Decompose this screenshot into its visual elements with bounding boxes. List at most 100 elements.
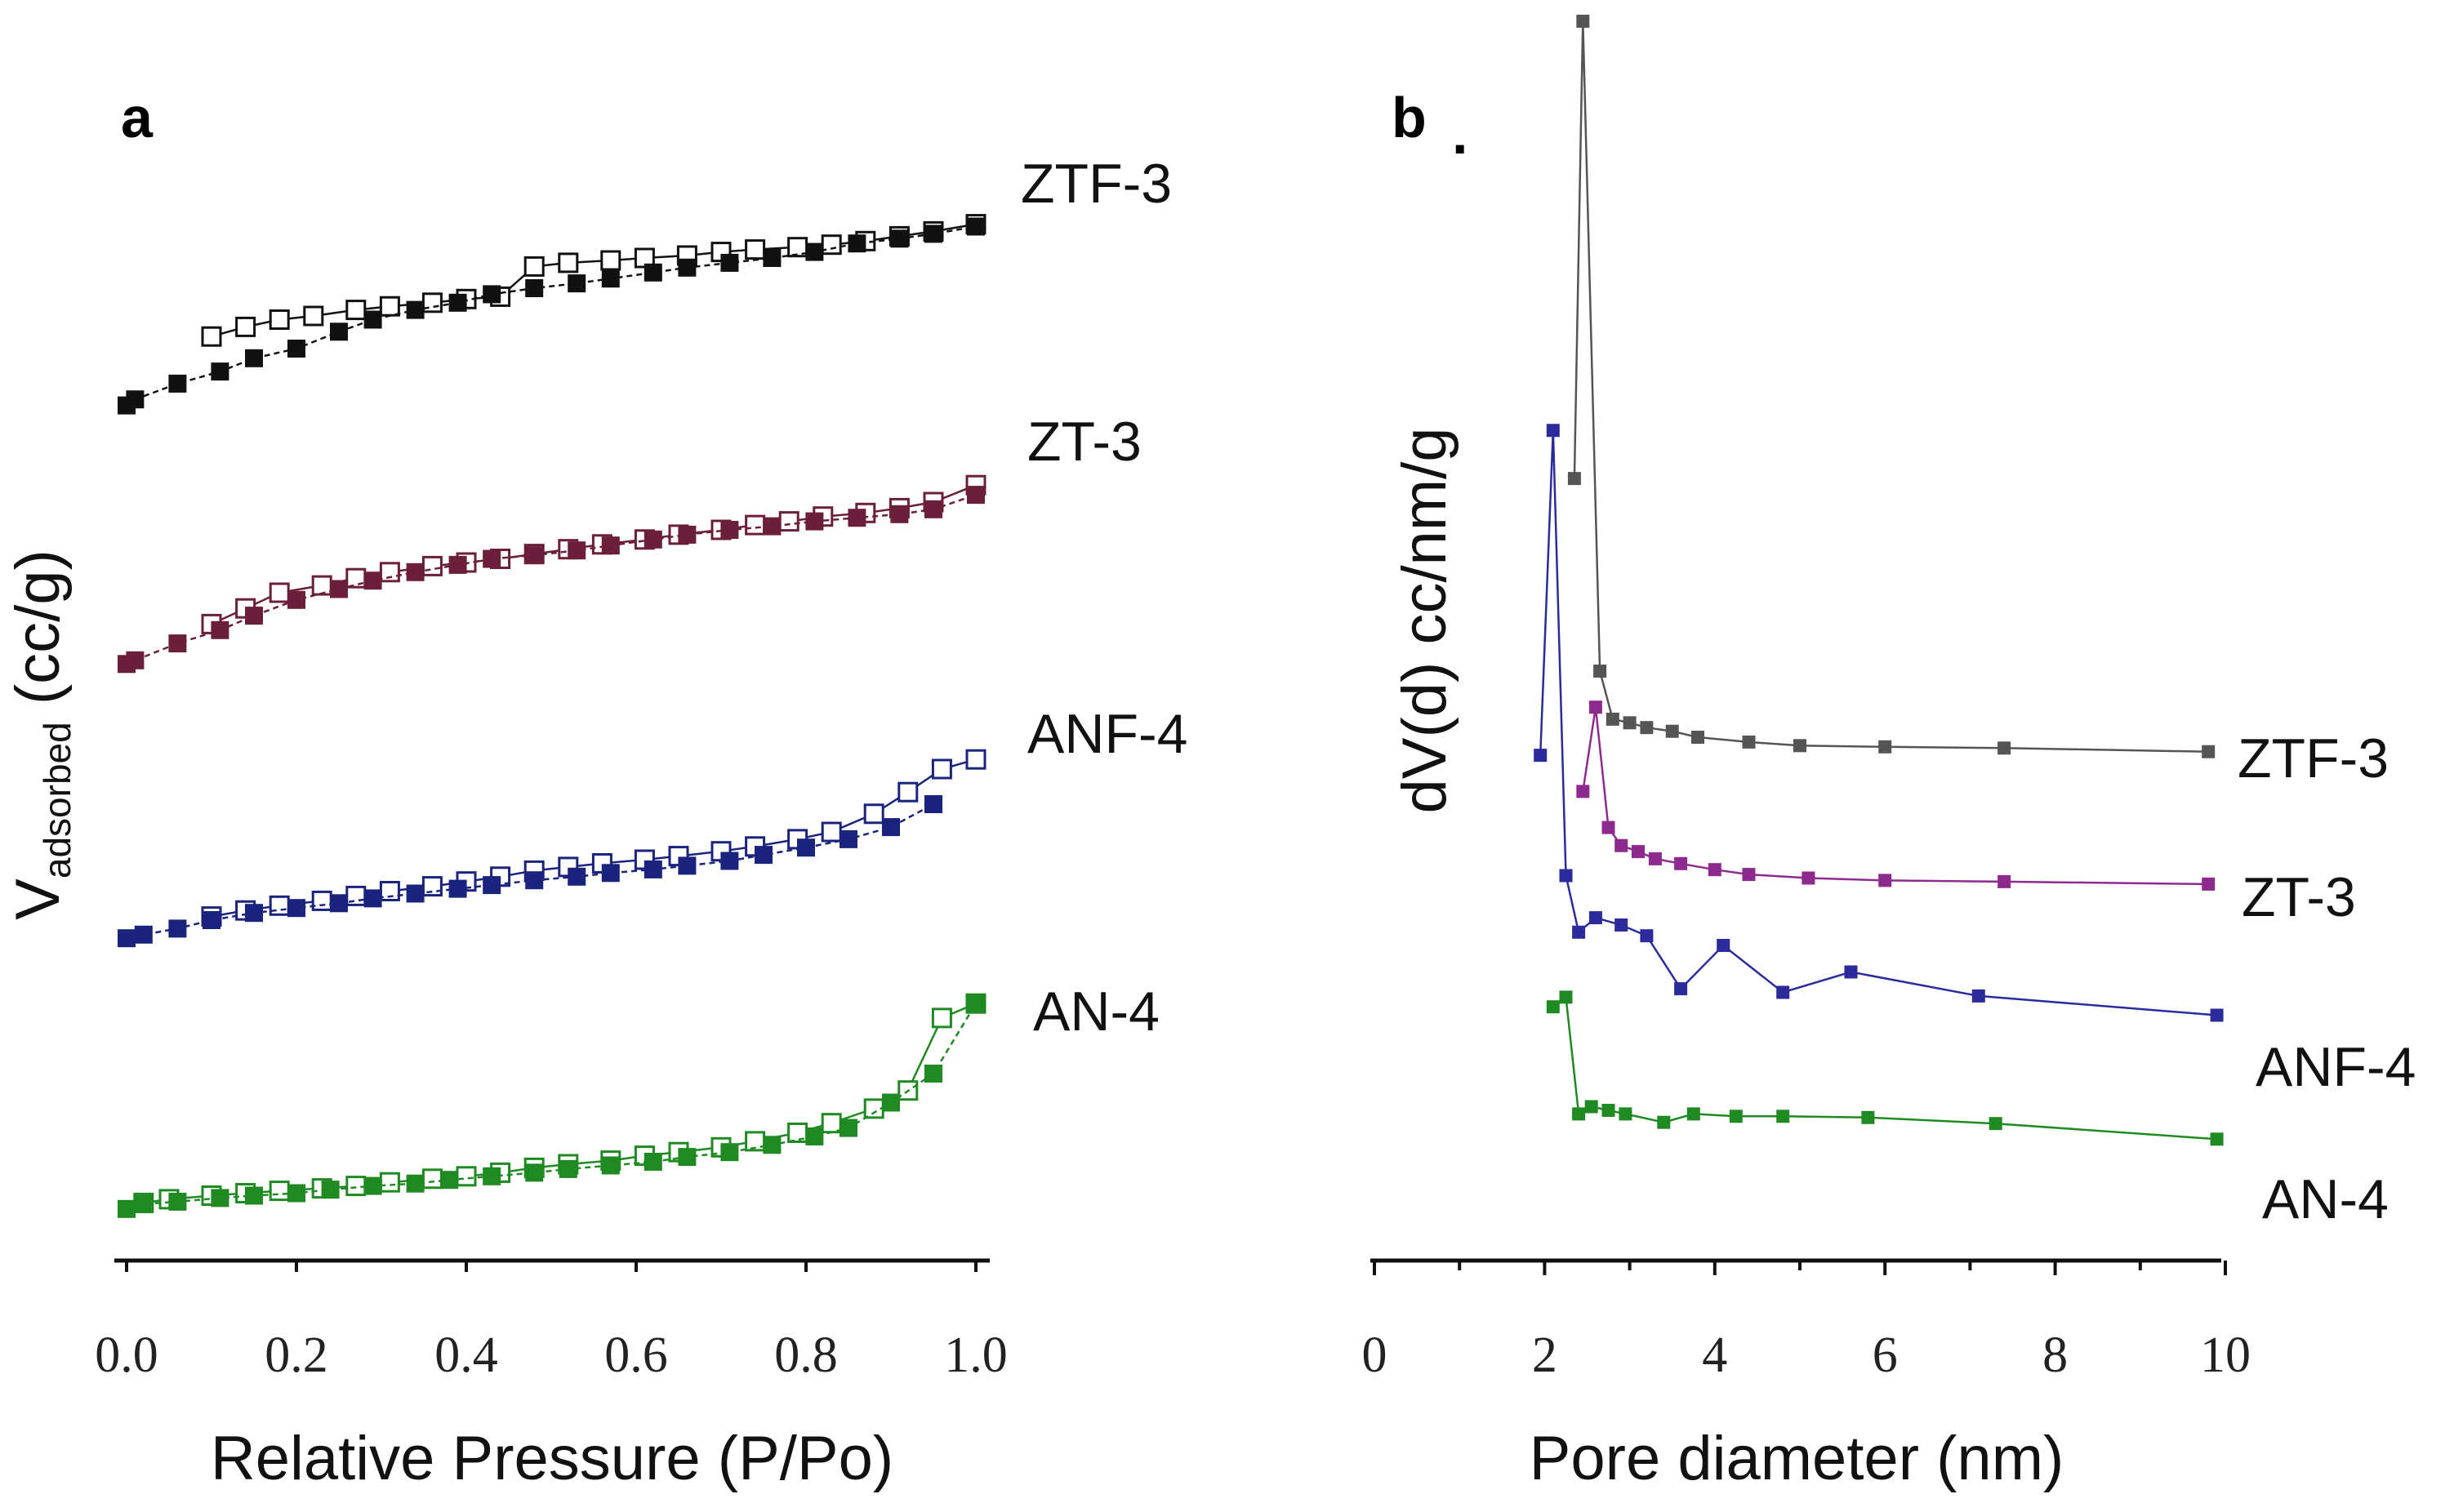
panel-a-desorption-point [558, 252, 579, 273]
panel-b-point [1640, 929, 1654, 943]
panel-a-adsorption-point [245, 1186, 263, 1205]
panel-a-desorption-point [745, 239, 766, 260]
panel-a-adsorption-line [126, 225, 977, 407]
panel-b-point [1708, 863, 1721, 877]
y-title-unit: (cc/g) [3, 549, 73, 722]
panel-b-point [1742, 735, 1756, 749]
panel-a-adsorption-point [805, 1127, 824, 1145]
panel-b-label-anf4: ANF-4 [2256, 1036, 2416, 1098]
panel-a-desorption-point [421, 1168, 443, 1190]
panel-a-adsorption-point [755, 846, 773, 865]
panel-b-x-tick-label: 8 [2042, 1327, 2068, 1383]
panel-a-x-ticks: 0.0 0.2 0.4 0.6 0.8 1.0 [95, 1261, 1008, 1383]
panel-a-desorption-point [201, 326, 222, 347]
panel-b-point [1567, 472, 1581, 486]
panel-a-adsorption-point [525, 871, 544, 890]
panel-b-point [1878, 874, 1892, 887]
panel-b-x-title: Pore diameter (nm) [1530, 1424, 2064, 1493]
panel-a-adsorption-point [967, 994, 985, 1013]
panel-b-x-tick-label: 4 [1702, 1327, 1727, 1383]
panel-a-adsorption-point [483, 285, 501, 304]
panel-b-mark: . [1452, 102, 1468, 166]
panel-a-desorption-point [345, 567, 367, 589]
panel-a-adsorption-point [568, 541, 586, 560]
panel-b-point [2210, 1132, 2224, 1146]
panel-b-point [1648, 852, 1662, 865]
y-title-main: V [3, 878, 73, 920]
panel-b-label-ztf3: ZTF-3 [2238, 727, 2389, 789]
panel-a-adsorption-point [644, 860, 662, 878]
panel-a-adsorption-point [483, 549, 501, 568]
panel-b-line [1573, 20, 2209, 753]
panel-a-adsorption-point [118, 1199, 136, 1218]
panel-a-adsorption-point [678, 856, 697, 875]
panel-a-adsorption-point [525, 546, 544, 565]
panel-b-point [1971, 989, 1985, 1003]
panel-a-adsorption-point [967, 486, 985, 505]
panel-a-adsorption-point [287, 340, 305, 358]
panel-a-adsorption-point [840, 1118, 857, 1137]
panel-a-adsorption-point [644, 263, 662, 282]
panel-a-adsorption-point [118, 929, 136, 948]
panel-a-desorption-point [931, 758, 952, 780]
panel-b-point [1776, 985, 1790, 999]
panel-a-desorption-point [269, 895, 290, 916]
panel-b-x-tick-label: 2 [1532, 1327, 1557, 1383]
panel-a-desorption-point [269, 582, 290, 603]
panel-a-desorption-point [745, 514, 766, 536]
panel-b-point [1729, 1110, 1743, 1123]
panel-a-adsorption-point [168, 634, 187, 653]
panel-a-adsorption-point [644, 530, 662, 549]
panel-a-adsorption-point [525, 279, 544, 297]
panel-b-point [1619, 1107, 1632, 1121]
panel-a-adsorption-point [890, 229, 909, 248]
panel-b-point [1793, 739, 1806, 753]
panel-a-adsorption-point [483, 1167, 501, 1185]
panel-a-adsorption-point [363, 310, 382, 329]
panel-a-adsorption-point [330, 894, 348, 913]
panel-a-adsorption-point [601, 864, 620, 883]
panel-b-series-ztf-3 [1567, 15, 2216, 758]
panel-a-series-anf-4 [118, 749, 986, 948]
panel-b-point [1717, 939, 1730, 952]
panel-a-desorption-point [821, 821, 842, 843]
panel-b-point [1601, 820, 1615, 834]
panel-a-desorption-point [269, 1181, 290, 1202]
panel-a-adsorption-point [525, 1163, 544, 1182]
panel-a-x-title: Relative Pressure (P/Po) [211, 1424, 893, 1493]
panel-a-adsorption-point [720, 521, 739, 539]
panel-b-point [2202, 877, 2216, 891]
panel-b-point [1588, 700, 1602, 714]
panel-a-desorption-point [897, 781, 919, 803]
panel-b-point [1632, 845, 1645, 859]
panel-a-desorption-point [965, 749, 986, 770]
panel-a-label-ztf3: ZTF-3 [1021, 153, 1172, 215]
panel-a-adsorption-point [805, 512, 824, 531]
panel-a-x-tick-label: 1.0 [944, 1327, 1008, 1383]
panel-a-adsorption-point [763, 249, 782, 267]
panel-b-point [1584, 1100, 1598, 1114]
panel-a-adsorption-point [168, 374, 187, 393]
panel-b-point [1997, 874, 2011, 888]
panel-a-adsorption-point [363, 571, 382, 590]
panel-b-point [1614, 838, 1628, 852]
panel-a-adsorption-point [644, 1153, 662, 1171]
svg-text:Vadsorbed (cc/g): Vadsorbed (cc/g) [3, 549, 78, 920]
panel-b-point [1674, 982, 1688, 996]
panel-a-adsorption-point [245, 607, 263, 625]
panel-b-point [1802, 871, 1815, 885]
panel-a-adsorption-point [805, 242, 824, 261]
panel-a-label-anf4: ANF-4 [1027, 703, 1187, 765]
panel-a-x-tick-label: 0.8 [774, 1327, 838, 1383]
panel-b-point [2202, 745, 2216, 758]
panel-b-point [1606, 712, 1619, 726]
panel-a-label-zt3: ZT-3 [1027, 411, 1142, 473]
panel-a-desorption-point [523, 256, 545, 277]
panel-b-point [1546, 424, 1560, 438]
panel-a-adsorption-point [720, 1143, 739, 1162]
panel-a-desorption-point [379, 1172, 400, 1193]
panel-a-desorption-point [863, 803, 884, 825]
panel-a-adsorption-point [126, 390, 145, 409]
panel-a-plot [118, 214, 986, 1218]
